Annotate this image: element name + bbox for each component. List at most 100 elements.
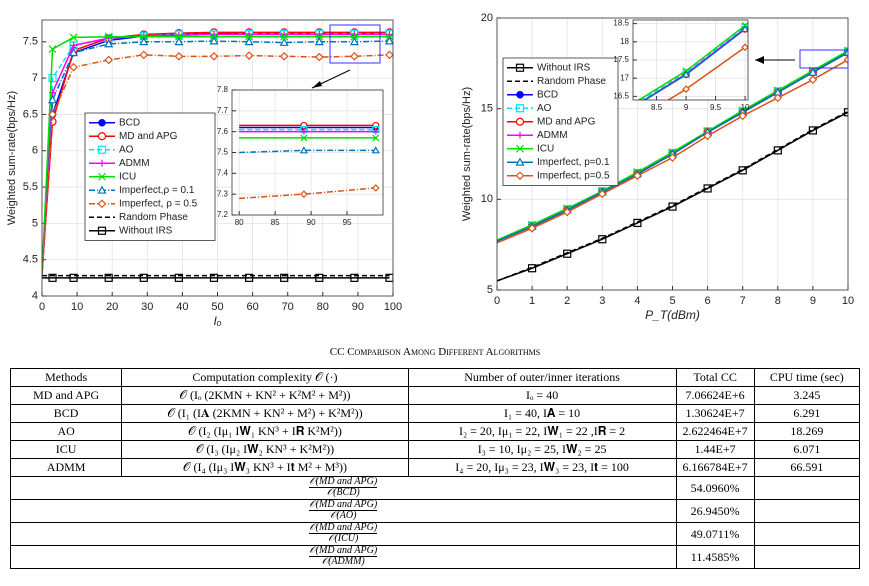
inset-chart: 7.2 7.3 7.4 7.5 7.6 7.7 7.8 80 85 90 95: [217, 85, 384, 227]
marker: [48, 273, 57, 282]
marker: [69, 273, 78, 282]
plot-frame: [231, 89, 384, 216]
marker: [48, 110, 57, 119]
x-tick-label: 30: [141, 301, 153, 313]
marker: [139, 273, 148, 282]
x-tick-label: 9.5: [710, 103, 722, 112]
marker: [174, 273, 183, 282]
annotations: [311, 24, 849, 89]
table-cell: BCD: [9, 404, 123, 423]
x-tick-label: 80: [235, 218, 244, 227]
marker: [244, 273, 254, 282]
marker: [703, 184, 712, 193]
marker: [385, 50, 393, 60]
numerator: 𝒪(MD and APG): [309, 522, 378, 534]
marker: [69, 62, 78, 72]
y-tick-label: 18.5: [613, 19, 629, 28]
arrow-head: [312, 81, 322, 88]
marker: [174, 37, 184, 46]
table-cell: I₂ = 20, Iμ₁ = 22, I𝐖₁ = 22 ,I𝐑 = 2: [407, 422, 677, 441]
marker: [70, 41, 78, 49]
legend-label: MD and APG: [119, 131, 178, 142]
table-cell: 1.44E+7: [675, 440, 755, 459]
legend-marker: [516, 131, 524, 139]
ratio-cell: 𝒪(MD and APG) 𝒪(BCD): [10, 476, 677, 500]
fraction: 𝒪(MD and APG) 𝒪(BCD): [309, 477, 378, 498]
marker: [209, 273, 219, 282]
table-cell: 𝒪 (I₁ (I𝐀 (2KMN + KN² + M²) + K²M²)): [121, 404, 409, 423]
numerator: 𝒪(MD and APG): [309, 499, 378, 511]
y-tick-label: 5: [487, 284, 493, 296]
plot-frame: [632, 19, 749, 101]
ratio-row: 𝒪(MD and APG) 𝒪(ICU) 49.0711%: [10, 522, 861, 546]
x-tick-label: 10: [71, 301, 83, 313]
marker: [48, 45, 57, 53]
table-cell: 2.622464E+7: [675, 422, 755, 441]
legend-label: Imperfect,ρ = 0.1: [119, 185, 195, 196]
legend-label: ICU: [537, 143, 554, 154]
x-tick-label: 6: [705, 295, 711, 307]
x-tick-label: 9: [684, 103, 689, 112]
ratio-row: 𝒪(MD and APG) 𝒪(ADMM) 11.4585%: [10, 545, 861, 569]
legend-marker: [98, 118, 106, 127]
x-tick-label: 90: [307, 218, 316, 227]
table-cell: 66.591: [753, 458, 861, 477]
legend-label: AO: [119, 144, 134, 155]
table-cell: 18.269: [753, 422, 861, 441]
y-tick-label: 17: [620, 73, 629, 82]
x-tick-label: 10: [741, 103, 750, 112]
legend-marker: [97, 199, 107, 209]
marker: [843, 55, 848, 65]
marker: [139, 32, 148, 41]
marker: [668, 153, 677, 162]
fraction: 𝒪(MD and APG) 𝒪(AO): [309, 499, 378, 521]
marker: [104, 55, 114, 65]
fraction: 𝒪(MD and APG) 𝒪(ADMM): [309, 546, 378, 567]
marker: [371, 184, 380, 192]
empty-cell: [753, 545, 861, 569]
x-tick-label: 3: [599, 295, 605, 307]
series-group: [497, 46, 848, 282]
table-cell: 𝒪 (Iₒ (2KMN + KN² + K²M² + M²)): [121, 386, 409, 405]
x-tick-label: 0: [39, 301, 45, 313]
zoom-box: [799, 49, 849, 69]
series-line: [42, 31, 390, 275]
marker: [372, 128, 379, 135]
x-tick-label: 1: [529, 295, 535, 307]
marker: [104, 273, 113, 282]
y-tick-label: 7.4: [217, 168, 229, 177]
ratio-cell: 𝒪(MD and APG) 𝒪(ICU): [10, 522, 677, 546]
x-tick-label: 60: [246, 301, 258, 313]
header-cell: CPU time (sec): [753, 368, 861, 387]
table-cell: 6.071: [753, 440, 861, 459]
table-cell: I₄ = 20, Iμ₃ = 23, I𝐖₃ = 23, I𝐭 = 100: [407, 458, 677, 477]
x-tick-label: 8: [775, 295, 781, 307]
legend-label: Random Phase: [537, 76, 606, 87]
table-cell: 𝒪 (I₂ (Iμ₁ I𝐖₁ KN³ + I𝐑 K²M²)): [121, 422, 409, 441]
ratio-row: 𝒪(MD and APG) 𝒪(BCD) 54.0960%: [10, 476, 861, 500]
marker: [279, 37, 289, 46]
table: Methods Computation complexity 𝒪 (·) Numbe…: [9, 368, 861, 569]
x-tick-label: 20: [106, 301, 118, 313]
x-tick-label: 0: [494, 295, 500, 307]
legend-label: Without IRS: [537, 62, 591, 73]
legend-label: MD and APG: [537, 116, 596, 127]
x-tick-label: 70: [282, 301, 294, 313]
y-tick-label: 7.6: [217, 127, 229, 136]
y-axis-label: Weighted sum-rate(bps/Hz): [6, 91, 18, 225]
series-line: [42, 54, 390, 275]
x-axis-label: P_T(dBm): [645, 308, 700, 322]
x-tick-label: 7: [740, 295, 746, 307]
marker: [174, 51, 184, 61]
y-tick-label: 18: [620, 37, 629, 46]
plot-frame: [496, 17, 849, 291]
x-axis-label: Iₒ: [213, 314, 221, 328]
denominator: 𝒪(BCD): [326, 487, 360, 498]
marker: [280, 273, 289, 282]
ratio-value: 49.0711%: [675, 522, 755, 546]
legend-marker: [98, 172, 106, 181]
marker: [350, 273, 359, 282]
table-cell: I₁ = 40, I𝐀 = 10: [407, 404, 677, 423]
marker: [843, 108, 848, 117]
